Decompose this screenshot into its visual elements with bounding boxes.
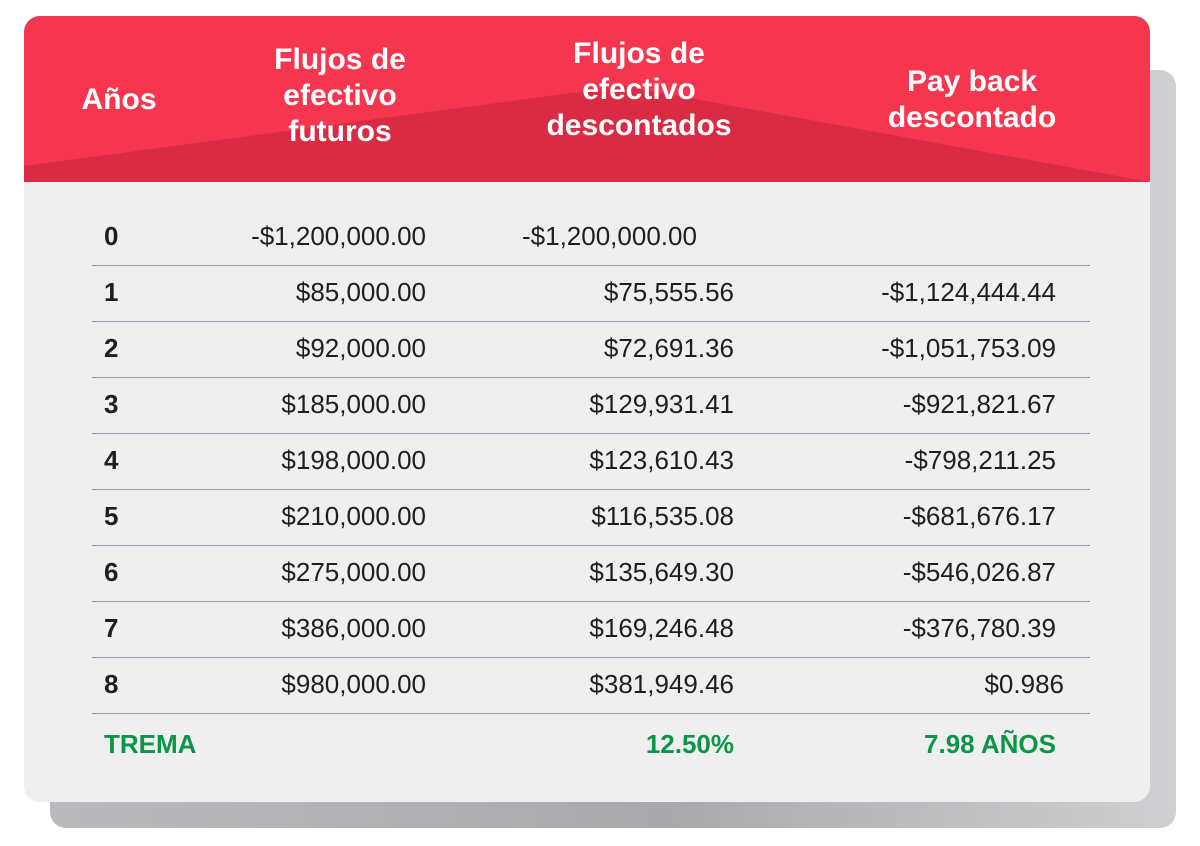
header-years: Años	[81, 83, 157, 116]
payback-table-card: Años Flujos de efectivo futuros Flujos d…	[24, 16, 1150, 802]
table-row: 5 $210,000.00 $116,535.08 -$681,676.17	[92, 490, 1090, 546]
discounted-flow-cell: -$1,200,000.00	[522, 221, 697, 251]
discounted-flow-cell: $381,949.46	[589, 669, 734, 699]
payback-cell: -$921,821.67	[902, 389, 1056, 419]
header-future-flows: Flujos de efectivo futuros	[274, 43, 406, 148]
header-diagonal-shade	[24, 86, 1150, 182]
discounted-flow-cell: $123,610.43	[589, 445, 734, 475]
footer-row: TREMA 12.50% 7.98 AÑOS	[92, 718, 1090, 774]
header-payback: Pay back descontado	[887, 65, 1057, 134]
future-flow-cell: $980,000.00	[281, 669, 426, 699]
future-flow-cell: $92,000.00	[295, 333, 426, 363]
year-cell: 4	[104, 445, 119, 475]
payback-cell: -$681,676.17	[902, 501, 1056, 531]
table-row: 6 $275,000.00 $135,649.30 -$546,026.87	[92, 546, 1090, 602]
future-flow-cell: $85,000.00	[295, 277, 426, 307]
discounted-flow-cell: $75,555.56	[603, 277, 734, 307]
year-cell: 1	[104, 277, 119, 307]
future-flow-cell: -$1,200,000.00	[251, 221, 426, 251]
discounted-flow-cell: $72,691.36	[603, 333, 734, 363]
payback-cell: -$1,124,444.44	[881, 277, 1056, 307]
future-flow-cell: $386,000.00	[281, 613, 426, 643]
table-row: 4 $198,000.00 $123,610.43 -$798,211.25	[92, 434, 1090, 490]
trema-rate: 12.50%	[645, 729, 734, 759]
table-row: 0 -$1,200,000.00 -$1,200,000.00	[92, 210, 1090, 266]
year-cell: 2	[104, 333, 119, 363]
payback-cell: -$798,211.25	[904, 445, 1056, 475]
payback-cell: -$1,051,753.09	[881, 333, 1056, 363]
year-cell: 6	[104, 557, 119, 587]
table-header: Años Flujos de efectivo futuros Flujos d…	[24, 16, 1150, 182]
year-cell: 8	[104, 669, 119, 699]
future-flow-cell: $210,000.00	[281, 501, 426, 531]
discounted-flow-cell: $169,246.48	[589, 613, 734, 643]
year-cell: 3	[104, 389, 119, 419]
discounted-flow-cell: $129,931.41	[589, 389, 734, 419]
year-cell: 5	[104, 501, 119, 531]
future-flow-cell: $185,000.00	[281, 389, 426, 419]
table-row: 2 $92,000.00 $72,691.36 -$1,051,753.09	[92, 322, 1090, 378]
trema-label: TREMA	[104, 729, 197, 759]
table-row: 3 $185,000.00 $129,931.41 -$921,821.67	[92, 378, 1090, 434]
discounted-flow-cell: $116,535.08	[591, 501, 734, 531]
payback-cell: -$376,780.39	[902, 613, 1056, 643]
header-discounted-flows: Flujos de efectivo descontados	[546, 37, 732, 142]
payback-cell: -$546,026.87	[902, 557, 1056, 587]
future-flow-cell: $198,000.00	[281, 445, 426, 475]
table-row: 1 $85,000.00 $75,555.56 -$1,124,444.44	[92, 266, 1090, 322]
year-cell: 7	[104, 613, 119, 643]
table-row: 8 $980,000.00 $381,949.46 $0.986	[92, 658, 1090, 714]
future-flow-cell: $275,000.00	[281, 557, 426, 587]
payback-cell: $0.986	[984, 669, 1064, 699]
payback-result: 7.98 AÑOS	[924, 729, 1056, 759]
year-cell: 0	[104, 221, 119, 251]
table-row: 7 $386,000.00 $169,246.48 -$376,780.39	[92, 602, 1090, 658]
discounted-flow-cell: $135,649.30	[589, 557, 734, 587]
